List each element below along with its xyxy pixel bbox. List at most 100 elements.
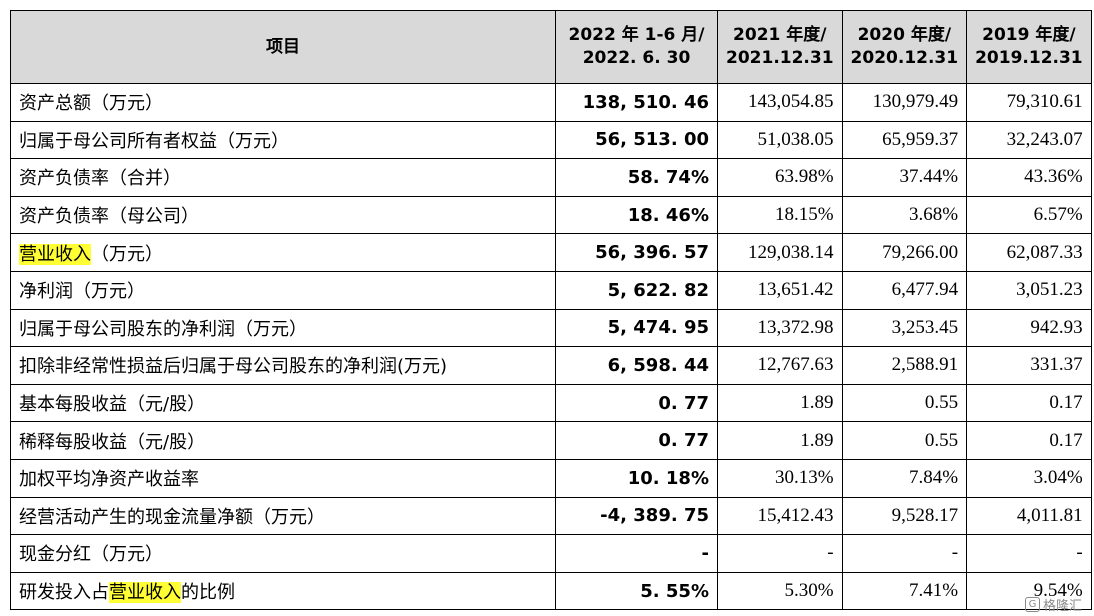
label-text: 扣除非经常性损益后归属于母公司股东的净利润(万元) — [19, 356, 448, 378]
financial-indicators-table: 项目 2022 年 1-6 月/ 2022. 6. 30 2021 年度/ 20… — [10, 10, 1092, 611]
value-2019: 942.93 — [966, 308, 1092, 348]
watermark: G 格隆汇 — [1024, 595, 1082, 614]
value-2021: 51,038.05 — [717, 120, 843, 160]
label-text: 研发投入占 — [19, 582, 109, 604]
row-label: 营业收入（万元） — [10, 233, 556, 272]
value-2019: 6.57% — [966, 195, 1092, 235]
table-row: 加权平均净资产收益率 10. 18% 30.13% 7.84% 3.04% — [10, 458, 1092, 498]
value-2019: - — [966, 534, 1092, 573]
label-text: 加权平均净资产收益率 — [19, 469, 199, 491]
value-2019: 3.04% — [966, 458, 1092, 498]
value-2020: 130,979.49 — [841, 83, 968, 122]
value-2019: 9.54% — [966, 571, 1092, 611]
table-row: 扣除非经常性损益后归属于母公司股东的净利润(万元) 6, 598. 44 12,76… — [10, 346, 1092, 385]
value-2020: 65,959.37 — [841, 120, 968, 160]
value-2021: 15,412.43 — [717, 496, 843, 536]
row-label: 扣除非经常性损益后归属于母公司股东的净利润(万元) — [10, 346, 556, 385]
table-row: 营业收入（万元） 56, 396. 57 129,038.14 79,266.00 62… — [10, 233, 1092, 272]
label-text: 归属于母公司股东的净利润（万元） — [19, 318, 307, 340]
header-2021: 2021 年度/ 2021.12.31 — [717, 10, 843, 84]
row-label: 加权平均净资产收益率 — [10, 458, 556, 498]
value-2019: 43.36% — [966, 158, 1092, 197]
value-2020: 3,253.45 — [841, 308, 968, 348]
value-2021: 13,372.98 — [717, 308, 843, 348]
value-2022-h1: 6, 598. 44 — [555, 346, 718, 385]
table-row: 基本每股收益（元/股） 0. 77 1.89 0.55 0.17 — [10, 383, 1092, 423]
row-label: 资产负债率（母公司） — [10, 195, 556, 235]
table-row: 经营活动产生的现金流量净额（万元） -4, 389. 75 15,412.43 9,5… — [10, 496, 1092, 536]
value-2022-h1: 10. 18% — [555, 458, 718, 498]
table-body: 资产总额（万元） 138, 510. 46 143,054.85 130,979.49… — [10, 83, 1092, 611]
label-text: （万元） — [91, 243, 163, 265]
label-text: 归属于母公司所有者权益（万元） — [19, 130, 289, 152]
label-text: 资产负债率（母公司） — [19, 206, 199, 228]
table-row: 归属于母公司所有者权益（万元） 56, 513. 00 51,038.05 65,95… — [10, 120, 1092, 160]
label-text: 经营活动产生的现金流量净额（万元） — [19, 506, 325, 528]
value-2021: 12,767.63 — [717, 346, 843, 385]
value-2022-h1: 138, 510. 46 — [555, 83, 718, 122]
value-2019: 3,051.23 — [966, 270, 1092, 310]
value-2021: 129,038.14 — [717, 233, 843, 272]
row-label: 稀释每股收益（元/股） — [10, 421, 556, 460]
value-2022-h1: 5, 474. 95 — [555, 308, 718, 348]
value-2021: 5.30% — [717, 571, 843, 611]
row-label: 归属于母公司股东的净利润（万元） — [10, 308, 556, 348]
row-label: 净利润（万元） — [10, 270, 556, 310]
row-label: 基本每股收益（元/股） — [10, 383, 556, 423]
header-2019: 2019 年度/ 2019.12.31 — [966, 10, 1092, 84]
gelonghui-logo-icon: G — [1024, 597, 1040, 612]
label-text: 现金分红（万元） — [19, 544, 163, 566]
table-row: 资产负债率（合并） 58. 74% 63.98% 37.44% 43.36% — [10, 158, 1092, 197]
row-label: 归属于母公司所有者权益（万元） — [10, 120, 556, 160]
value-2019: 4,011.81 — [966, 496, 1092, 536]
row-label: 资产总额（万元） — [10, 83, 556, 122]
highlighted-text: 营业收入 — [109, 582, 181, 604]
table-row: 现金分红（万元） - - - - — [10, 534, 1092, 573]
value-2019: 0.17 — [966, 383, 1092, 423]
value-2022-h1: 56, 513. 00 — [555, 120, 718, 160]
table-row: 归属于母公司股东的净利润（万元） 5, 474. 95 13,372.98 3,253… — [10, 308, 1092, 348]
value-2020: 3.68% — [841, 195, 968, 235]
value-2022-h1: 0. 77 — [555, 421, 718, 460]
value-2020: - — [841, 534, 968, 573]
value-2021: 1.89 — [717, 383, 843, 423]
value-2022-h1: 58. 74% — [555, 158, 718, 197]
value-2020: 79,266.00 — [841, 233, 968, 272]
watermark-text: 格隆汇 — [1042, 599, 1082, 614]
value-2021: - — [717, 534, 843, 573]
value-2020: 9,528.17 — [841, 496, 968, 536]
financial-table-container: 项目 2022 年 1-6 月/ 2022. 6. 30 2021 年度/ 20… — [10, 10, 1092, 611]
row-label: 资产负债率（合并） — [10, 158, 556, 197]
label-text: 净利润（万元） — [19, 281, 145, 303]
value-2020: 2,588.91 — [841, 346, 968, 385]
value-2022-h1: 56, 396. 57 — [555, 233, 718, 272]
value-2020: 0.55 — [841, 421, 968, 460]
value-2019: 32,243.07 — [966, 120, 1092, 160]
table-row: 稀释每股收益（元/股） 0. 77 1.89 0.55 0.17 — [10, 421, 1092, 460]
value-2022-h1: 5. 55% — [555, 571, 718, 611]
value-2022-h1: 5, 622. 82 — [555, 270, 718, 310]
label-text: 资产总额（万元） — [19, 93, 163, 115]
value-2021: 1.89 — [717, 421, 843, 460]
value-2020: 7.41% — [841, 571, 968, 611]
row-label: 现金分红（万元） — [10, 534, 556, 573]
value-2021: 143,054.85 — [717, 83, 843, 122]
value-2022-h1: -4, 389. 75 — [555, 496, 718, 536]
table-header-row: 项目 2022 年 1-6 月/ 2022. 6. 30 2021 年度/ 20… — [10, 10, 1092, 84]
value-2022-h1: 18. 46% — [555, 195, 718, 235]
value-2020: 7.84% — [841, 458, 968, 498]
label-text: 基本每股收益（元/股） — [19, 394, 206, 416]
value-2020: 37.44% — [841, 158, 968, 197]
table-row: 净利润（万元） 5, 622. 82 13,651.42 6,477.94 3,051.… — [10, 270, 1092, 310]
row-label: 经营活动产生的现金流量净额（万元） — [10, 496, 556, 536]
value-2019: 79,310.61 — [966, 83, 1092, 122]
label-text: 资产负债率（合并） — [19, 168, 181, 190]
value-2021: 30.13% — [717, 458, 843, 498]
header-2022-h1: 2022 年 1-6 月/ 2022. 6. 30 — [555, 10, 718, 84]
header-item: 项目 — [10, 10, 556, 84]
label-text: 的比例 — [181, 582, 235, 604]
value-2022-h1: - — [555, 534, 718, 573]
table-row: 研发投入占营业收入的比例 5. 55% 5.30% 7.41% 9.54% — [10, 571, 1092, 611]
table-row: 资产负债率（母公司） 18. 46% 18.15% 3.68% 6.57% — [10, 195, 1092, 235]
value-2019: 0.17 — [966, 421, 1092, 460]
